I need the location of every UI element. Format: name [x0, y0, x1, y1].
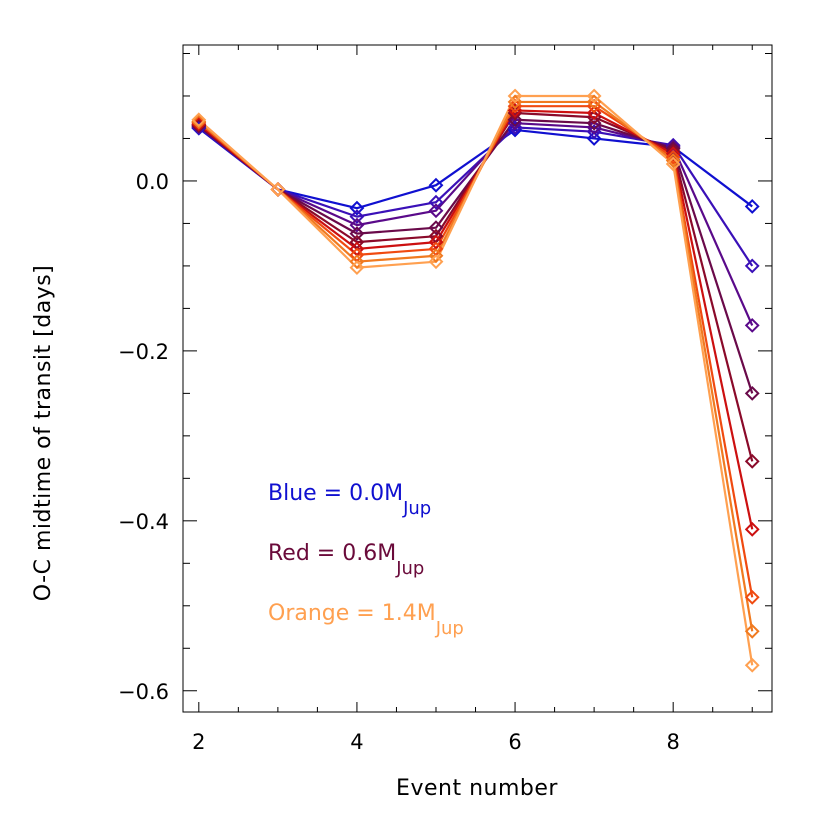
data-point [744, 657, 760, 673]
legend-entry-text: Blue = 0.0M [268, 481, 403, 506]
x-tick-label: 2 [192, 730, 205, 754]
data-point [270, 182, 286, 197]
data-point [349, 217, 365, 233]
data-point [586, 105, 602, 121]
axis-ticks [183, 45, 772, 712]
data-point [349, 209, 365, 225]
data-point [744, 199, 760, 214]
data-point [349, 200, 365, 216]
data-point [507, 122, 523, 138]
x-tick-label: 4 [350, 730, 363, 754]
data-point [744, 453, 760, 469]
data-point [665, 153, 681, 168]
data-point [665, 146, 681, 162]
y-tick-label: 0.0 [136, 170, 169, 194]
data-point [586, 131, 602, 146]
data-point [744, 317, 760, 333]
data-point [507, 88, 523, 104]
legend-entry: Blue = 0.0MJup [268, 481, 431, 519]
legend-entry-text: Red = 0.6M [268, 541, 396, 566]
legend-entry-subscript: Jup [435, 618, 464, 639]
data-point [191, 112, 207, 128]
data-point [349, 226, 365, 242]
data-point [744, 589, 760, 605]
data-point [586, 88, 602, 104]
legend-entry: Orange = 1.4MJup [268, 601, 464, 639]
plot-frame [182, 44, 773, 713]
data-point [586, 94, 602, 110]
data-point [744, 385, 760, 401]
y-tick-label: −0.6 [118, 680, 169, 704]
data-point [744, 521, 760, 537]
data-point [665, 149, 681, 165]
data-point [428, 248, 444, 264]
series-markers [191, 88, 760, 673]
x-tick-label: 6 [508, 730, 521, 754]
series-line [198, 94, 754, 666]
data-point [428, 177, 444, 193]
plot-area-border [182, 44, 773, 713]
data-point [349, 260, 365, 276]
data-point [665, 139, 681, 155]
data-point [349, 254, 365, 270]
data-point [428, 194, 444, 210]
y-tick-label: −0.2 [118, 340, 169, 364]
data-point [586, 115, 602, 131]
data-point [428, 220, 444, 236]
data-point [665, 156, 681, 172]
data-point [428, 203, 444, 219]
y-tick-label: −0.4 [118, 510, 169, 534]
data-point [744, 623, 760, 639]
legend-entry-text: Orange = 1.4M [268, 601, 436, 626]
axis-tick-labels: 2 4 6 8 0.0 −0.2 −0.4 −0.6 [118, 170, 680, 754]
data-point [507, 105, 523, 121]
data-point [428, 234, 444, 250]
legend-entry: Red = 0.6MJup [268, 541, 424, 579]
series-lines [198, 94, 754, 666]
data-point [507, 94, 523, 110]
legend-entry-subscript: Jup [395, 558, 424, 579]
data-point [744, 258, 760, 274]
y-axis-label: O-C midtime of transit [days] [31, 265, 56, 602]
x-axis-label: Event number [396, 776, 558, 801]
data-point [191, 114, 207, 129]
data-point [428, 254, 444, 270]
legend-entry-subscript: Jup [402, 498, 431, 519]
x-tick-label: 8 [666, 730, 679, 754]
data-point [507, 112, 523, 128]
